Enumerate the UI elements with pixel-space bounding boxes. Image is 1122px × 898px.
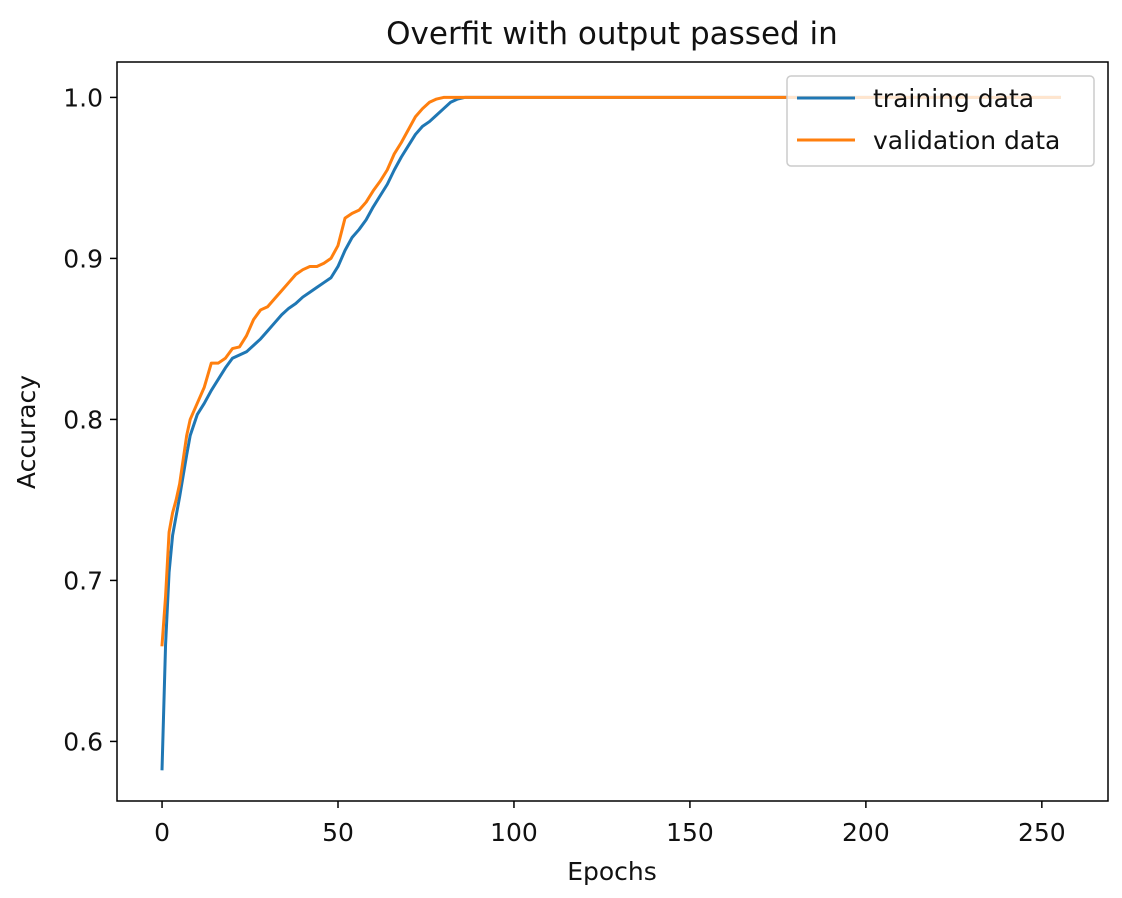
series-layer <box>160 95 1061 771</box>
series-line-training <box>160 95 1061 771</box>
y-tick-label: 0.6 <box>63 727 103 756</box>
x-tick-label: 100 <box>490 818 538 847</box>
x-tick-label: 50 <box>322 818 354 847</box>
y-tick-label: 0.9 <box>63 244 103 273</box>
legend-label-validation: validation data <box>873 126 1060 155</box>
x-axis-label: Epochs <box>567 857 657 886</box>
y-tick-label: 0.8 <box>63 405 103 434</box>
x-tick-label: 0 <box>154 818 170 847</box>
legend: training data validation data <box>786 75 1095 167</box>
series-line-validation <box>160 95 1061 647</box>
x-tick-label: 250 <box>1018 818 1066 847</box>
y-ticks: 0.6 0.7 0.8 0.9 1.0 <box>63 83 117 756</box>
legend-label-training: training data <box>873 84 1034 113</box>
y-axis-label: Accuracy <box>12 375 41 489</box>
chart-title: Overfit with output passed in <box>386 16 838 52</box>
y-tick-label: 0.7 <box>63 566 103 595</box>
x-tick-label: 150 <box>666 818 714 847</box>
x-tick-label: 200 <box>842 818 890 847</box>
legend-frame <box>786 75 1095 167</box>
plot-frame <box>116 61 1109 802</box>
y-tick-label: 1.0 <box>63 83 103 112</box>
x-ticks: 0 50 100 150 200 250 <box>154 801 1066 847</box>
